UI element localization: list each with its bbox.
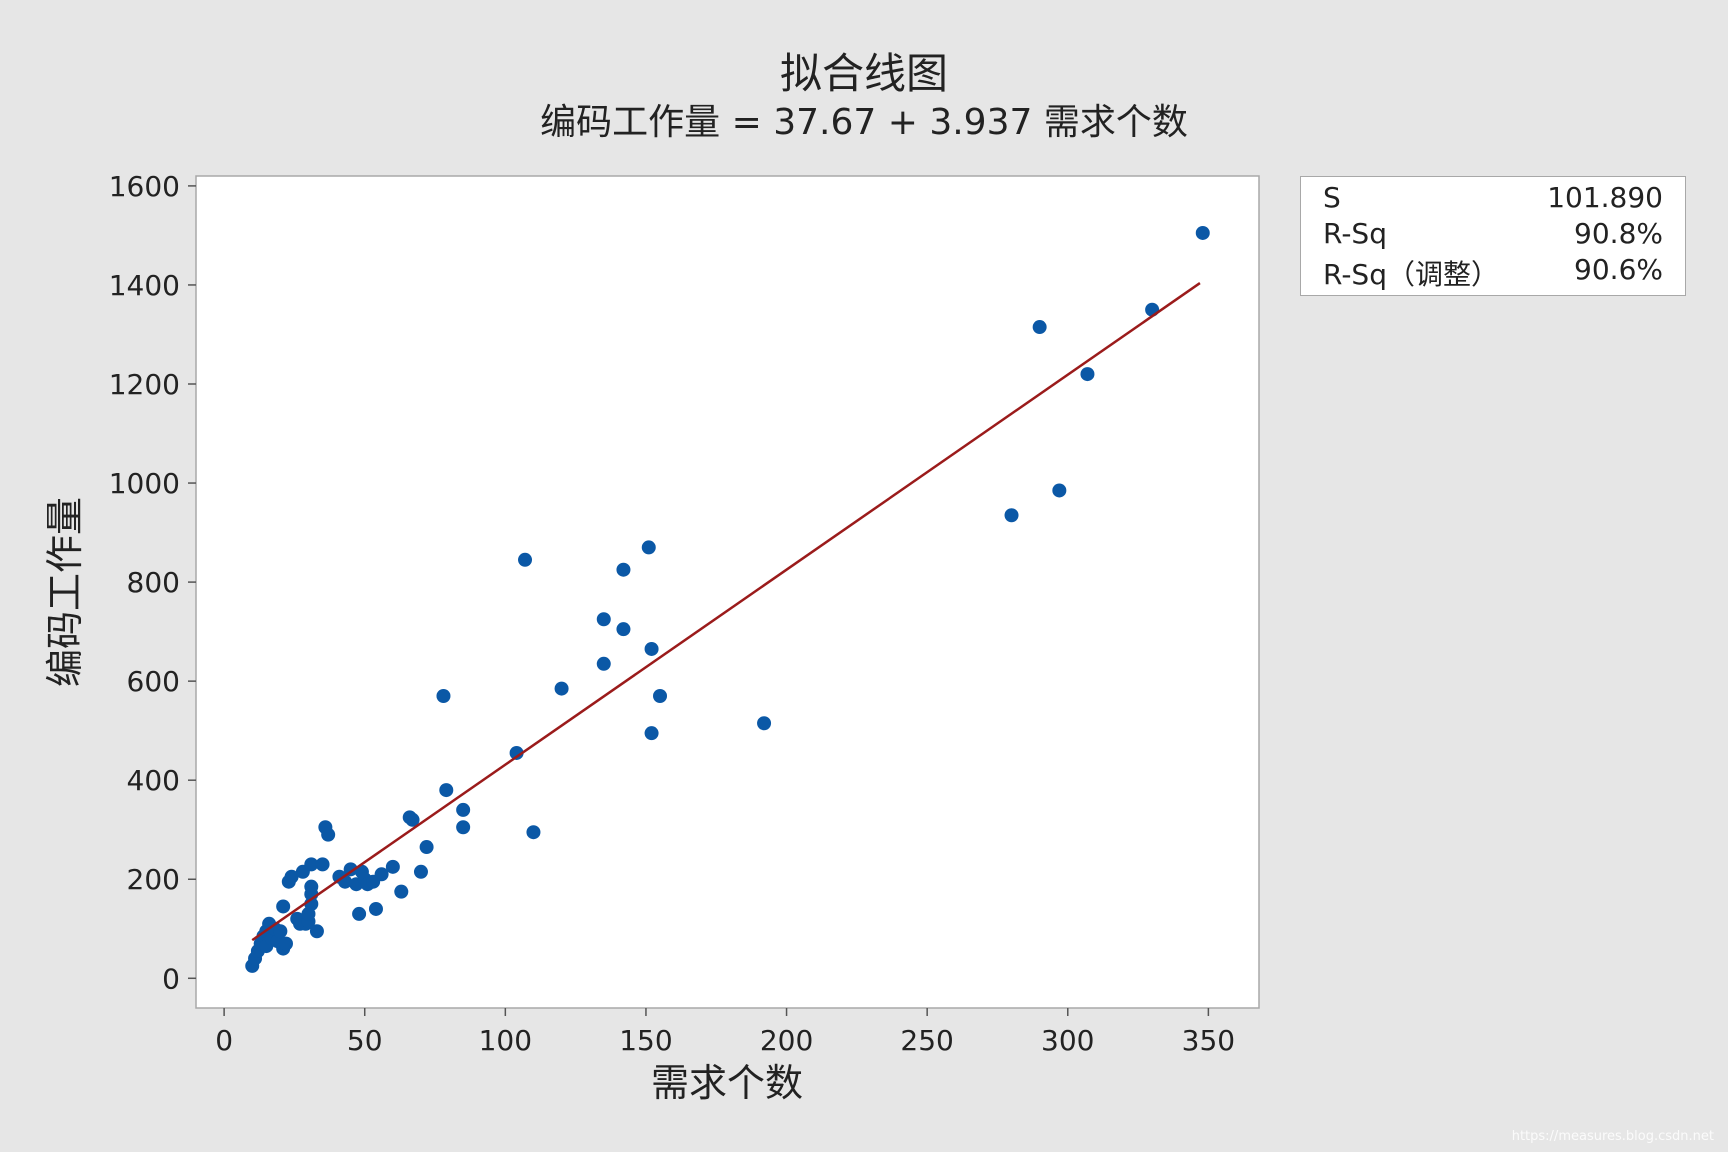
data-point xyxy=(757,716,772,731)
stat-value: 90.6% xyxy=(1574,253,1663,286)
data-point xyxy=(509,745,524,760)
stat-row-rsq: R-Sq 90.8% xyxy=(1323,217,1663,253)
data-point xyxy=(596,656,611,671)
data-point xyxy=(616,622,631,637)
stat-label: R-Sq xyxy=(1323,217,1387,250)
x-axis-label: 需求个数 xyxy=(651,1061,803,1105)
data-point xyxy=(554,681,569,696)
x-axis: 0 50 100 150 200 250 300 350 xyxy=(215,1008,1235,1057)
data-point xyxy=(405,812,420,827)
data-point xyxy=(304,857,319,872)
data-point xyxy=(644,641,659,656)
data-point xyxy=(413,864,428,879)
data-point xyxy=(1145,302,1160,317)
data-point xyxy=(385,859,400,874)
fit-line xyxy=(251,282,1201,942)
data-point xyxy=(374,867,389,882)
data-point xyxy=(616,562,631,577)
data-point xyxy=(1004,508,1019,523)
fit-line-layer xyxy=(251,282,1201,942)
data-point xyxy=(284,869,299,884)
stat-value: 90.8% xyxy=(1574,217,1663,250)
data-point xyxy=(419,840,434,855)
stat-row-rsq-adj: R-Sq（调整） 90.6% xyxy=(1323,253,1663,291)
data-point xyxy=(309,924,324,939)
data-point xyxy=(394,884,409,899)
x-tick-label: 300 xyxy=(1041,1024,1094,1057)
data-point xyxy=(436,689,451,703)
data-point xyxy=(321,827,336,842)
y-tick-label: 200 xyxy=(127,863,180,896)
data-point xyxy=(644,726,659,741)
x-tick-label: 0 xyxy=(215,1024,233,1057)
stat-row-s: S 101.890 xyxy=(1323,181,1663,217)
data-point xyxy=(368,901,383,916)
y-tick-label: 800 xyxy=(127,566,180,599)
stat-label: R-Sq（调整） xyxy=(1323,258,1499,291)
data-point xyxy=(456,802,471,817)
data-point xyxy=(526,825,541,840)
data-point xyxy=(439,783,454,798)
model-summary-box: S 101.890 R-Sq 90.8% R-Sq（调整） 90.6% xyxy=(1300,176,1686,296)
data-point xyxy=(1052,483,1067,498)
y-tick-label: 400 xyxy=(127,764,180,797)
y-axis-label: 编码工作量 xyxy=(43,497,87,687)
data-point xyxy=(276,899,291,914)
data-point xyxy=(273,924,288,939)
data-point xyxy=(1032,320,1047,335)
chart-subtitle: 编码工作量 = 37.67 + 3.937 需求个数 xyxy=(540,102,1188,143)
y-tick-label: 0 xyxy=(162,962,180,995)
y-tick-label: 1400 xyxy=(109,269,180,302)
plot-area xyxy=(195,175,1260,1009)
data-point xyxy=(315,857,330,872)
x-tick-label: 50 xyxy=(347,1024,383,1057)
data-point xyxy=(596,612,611,627)
y-axis: 0 200 400 600 800 1000 1200 1400 1600 xyxy=(109,170,196,995)
data-point xyxy=(278,936,293,951)
y-tick-label: 1600 xyxy=(109,170,180,203)
data-point xyxy=(456,820,471,835)
data-point xyxy=(518,552,533,567)
data-point xyxy=(1080,367,1095,382)
stat-label: S xyxy=(1323,181,1341,214)
x-tick-label: 100 xyxy=(479,1024,532,1057)
x-tick-label: 200 xyxy=(760,1024,813,1057)
data-point xyxy=(653,689,668,703)
watermark: https://measures.blog.csdn.net xyxy=(1511,1129,1714,1144)
x-tick-label: 150 xyxy=(619,1024,672,1057)
y-tick-label: 1000 xyxy=(109,467,180,500)
x-tick-label: 250 xyxy=(900,1024,953,1057)
data-point xyxy=(641,540,656,555)
data-point xyxy=(1195,225,1210,240)
x-tick-label: 350 xyxy=(1182,1024,1235,1057)
data-point xyxy=(304,879,319,894)
y-tick-label: 1200 xyxy=(109,368,180,401)
y-tick-label: 600 xyxy=(127,665,180,698)
chart-title: 拟合线图 xyxy=(780,49,948,98)
stat-value: 101.890 xyxy=(1547,181,1663,214)
data-point xyxy=(352,906,367,921)
